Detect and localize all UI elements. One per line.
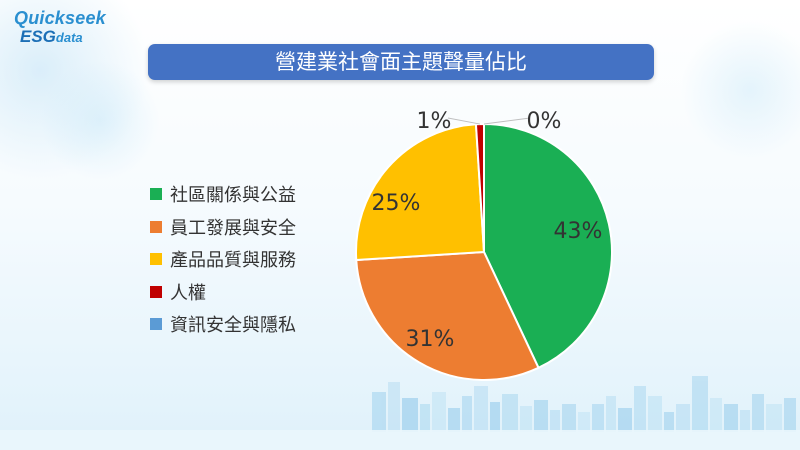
logo-line1: Quickseek (14, 8, 106, 28)
legend-swatch (150, 285, 162, 298)
legend-swatch (150, 220, 162, 233)
logo-brand: ESG (20, 27, 56, 46)
legend-label: 社區關係與公益 (170, 185, 296, 207)
quickseek-esgdata-logo: Quickseek ESGdata (14, 8, 124, 48)
pie-slice (483, 122, 613, 370)
data-label: 31% (406, 327, 455, 352)
legend-label: 產品品質與服務 (170, 250, 296, 272)
logo-line2: ESGdata (20, 27, 83, 47)
leader-line (447, 117, 481, 125)
pie-slice (474, 122, 485, 253)
data-label: 1% (417, 109, 452, 134)
legend-item: 資訊安全與隱私 (150, 308, 296, 341)
logo-suffix: data (55, 30, 83, 45)
data-label: 43% (554, 219, 603, 244)
chart-legend: 社區關係與公益 員工發展與安全 產品品質與服務 人權資訊安全與隱私 (150, 178, 296, 341)
chart-title: 營建業社會面主題聲量佔比 (148, 44, 654, 80)
legend-item: 產品品質與服務 (150, 243, 296, 276)
legend-label: 人權 (170, 282, 206, 304)
data-label: 0% (527, 109, 562, 134)
legend-item: 員工發展與安全 (150, 211, 296, 244)
pie-slice (355, 250, 540, 381)
legend-label: 員工發展與安全 (170, 217, 296, 239)
legend-swatch (150, 253, 162, 266)
legend-item: 人權 (150, 276, 296, 309)
leader-line (483, 117, 531, 125)
legend-swatch (150, 318, 162, 331)
legend-item: 社區關係與公益 (150, 178, 296, 211)
legend-label: 資訊安全與隱私 (170, 315, 296, 337)
pie-slice (355, 123, 486, 262)
legend-swatch (150, 188, 162, 201)
data-label: 25% (372, 191, 421, 216)
